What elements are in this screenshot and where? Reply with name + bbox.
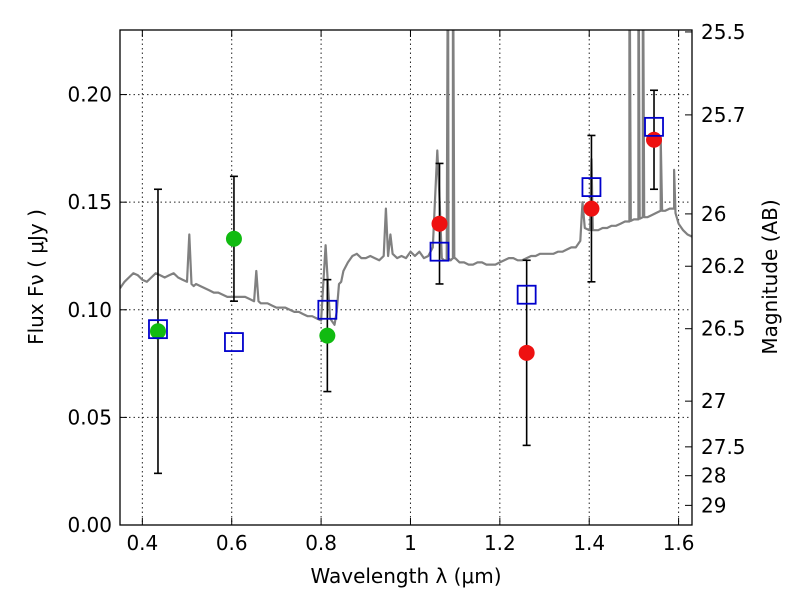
model-square-point <box>224 332 244 352</box>
model-square-point <box>429 241 450 262</box>
y2-tick-label: 25.5 <box>701 20 746 44</box>
y2-tick-label: 28 <box>701 464 726 488</box>
x-tick-label: 1.2 <box>484 531 516 555</box>
y-tick-label: 0.05 <box>67 405 112 429</box>
data-marks-layer <box>148 89 664 475</box>
x-tick-label: 0.4 <box>126 531 158 555</box>
green-data-point <box>149 323 166 340</box>
ticks-layer: 0.4 0.6 0.8 1 1.2 1.4 1.6 0.00 0.05 0.10 0.15 0.20 2… <box>67 20 745 555</box>
x-axis-label: Wavelength λ (μm) <box>310 564 501 588</box>
x-tick-label: 1.6 <box>663 531 695 555</box>
model-square-point <box>644 116 664 137</box>
y2-tick-label: 26.2 <box>701 254 746 278</box>
y2-tick-label: 27 <box>701 389 726 413</box>
grid-lines <box>120 30 692 525</box>
green-data-point <box>225 230 242 247</box>
y-tick-label: 0.20 <box>67 83 112 107</box>
y2-tick-label: 25.7 <box>701 103 746 127</box>
template-spectrum-layer <box>120 30 692 326</box>
x-tick-label: 0.8 <box>305 531 337 555</box>
red-data-point <box>646 131 663 148</box>
red-data-point <box>518 344 535 361</box>
model-square-point <box>516 284 537 305</box>
y2-tick-label: 27.5 <box>701 435 746 459</box>
x-tick-label: 0.6 <box>216 531 248 555</box>
y2-tick-label: 26.5 <box>701 317 746 341</box>
green-data-point <box>319 327 336 344</box>
x-tick-label: 1.4 <box>573 531 605 555</box>
x-tick-label: 1 <box>404 531 417 555</box>
plot-frame <box>119 29 693 526</box>
model-square-point <box>148 319 168 340</box>
template-spectrum-line <box>120 30 692 326</box>
red-data-point <box>431 215 448 232</box>
y2-tick-label: 26 <box>701 202 726 226</box>
y2-axis-label: Magnitude (AB) <box>758 199 782 354</box>
y-tick-label: 0.00 <box>67 513 112 537</box>
red-data-point <box>583 200 600 217</box>
y2-tick-label: 29 <box>701 493 726 517</box>
y-tick-label: 0.10 <box>67 298 112 322</box>
y-axis-label: Flux Fν ( μJy ) <box>24 209 48 345</box>
model-square-point <box>317 299 338 320</box>
model-square-point <box>581 177 602 198</box>
y-tick-label: 0.15 <box>67 190 112 214</box>
